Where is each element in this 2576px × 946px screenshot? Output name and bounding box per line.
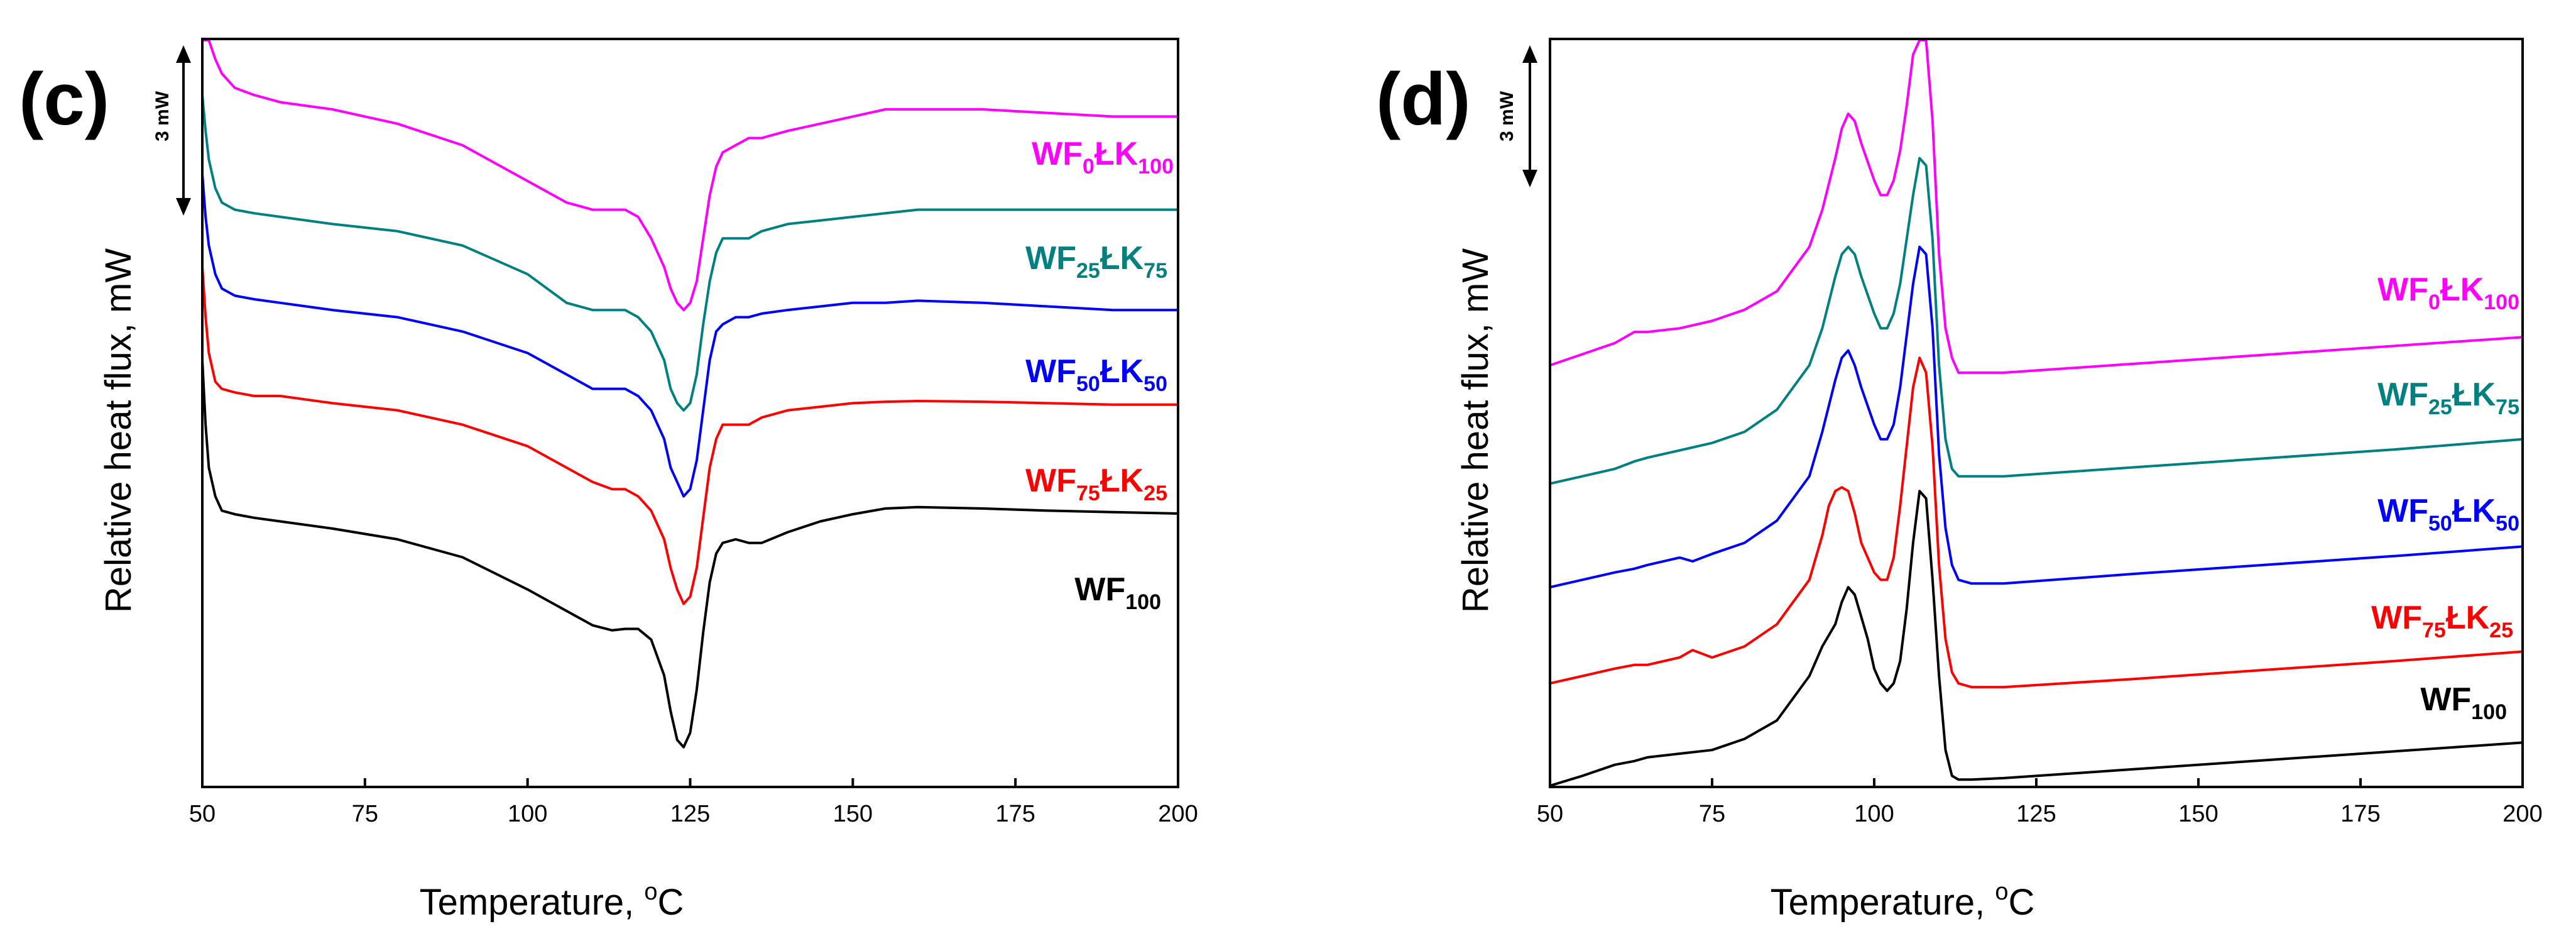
scale-bar-label: 3 mW xyxy=(152,91,173,141)
x-tick-label: 100 xyxy=(508,801,547,827)
label-wf0lk100-d: WF0ŁK100 xyxy=(2377,272,2519,314)
label-wf75lk25-c: WF75ŁK25 xyxy=(1025,463,1167,505)
series-line-wf0lk100-d xyxy=(1549,39,2523,374)
label-wf25lk75-c: WF25ŁK75 xyxy=(1025,240,1167,283)
legend-d: WF0ŁK100 WF25ŁK75 WF50ŁK50 WF75ŁK25 WF10… xyxy=(2371,272,2519,724)
x-tick-label: 200 xyxy=(1158,801,1198,827)
x-axis-label-d: Temperature, oC xyxy=(1771,879,2035,923)
series-line-wf100-d xyxy=(1549,490,2523,787)
x-tick-label: 100 xyxy=(1854,801,1894,827)
series-line-wf50lk50-c xyxy=(201,173,1178,498)
series-line-wf75lk25-c xyxy=(201,267,1178,605)
x-tick-label: 125 xyxy=(2016,801,2056,827)
series-line-wf25lk75-d xyxy=(1549,157,2523,485)
panel-c-chart: (c) 3 mW Relative heat flux, mW Temperat… xyxy=(19,38,1198,923)
x-tick-label: 75 xyxy=(352,801,378,827)
plot-frame-d xyxy=(1549,38,2524,788)
x-tick-label: 50 xyxy=(189,801,216,827)
x-tick-label: 150 xyxy=(2178,801,2218,827)
label-wf75lk25-d: WF75ŁK25 xyxy=(2371,600,2513,642)
label-wf50lk50-d: WF50ŁK50 xyxy=(2377,493,2519,536)
legend-c: WF0ŁK100 WF25ŁK75 WF50ŁK50 WF75ŁK25 WF10… xyxy=(1025,136,1174,614)
plot-frame-c xyxy=(201,38,1179,788)
series-group-c xyxy=(201,39,1179,749)
scale-bar-arrow-d xyxy=(1522,45,1537,187)
x-tick-label: 175 xyxy=(995,801,1035,827)
x-ticks-c: 50 75 100 125 150 175 200 xyxy=(189,778,1198,827)
y-axis-label-d: Relative heat flux, mW xyxy=(1455,248,1496,613)
y-axis-label: Relative heat flux, mW xyxy=(98,248,139,613)
series-group-d xyxy=(1549,39,2523,787)
label-wf50lk50-c: WF50ŁK50 xyxy=(1025,353,1167,396)
x-tick-label: 150 xyxy=(833,801,873,827)
x-tick-label: 200 xyxy=(2502,801,2542,827)
label-wf100-d: WF100 xyxy=(2420,681,2507,724)
series-line-wf100-c xyxy=(201,360,1179,749)
x-tick-label: 175 xyxy=(2340,801,2380,827)
x-tick-label: 125 xyxy=(670,801,710,827)
panel-label-c: (c) xyxy=(19,58,109,141)
series-line-wf75lk25-d xyxy=(1549,356,2523,689)
panel-d-chart: (d) 3 mW Relative heat flux, mW Temperat… xyxy=(1376,38,2543,923)
x-tick-label: 75 xyxy=(1699,801,1725,827)
label-wf0lk100-c: WF0ŁK100 xyxy=(1032,136,1174,179)
series-line-wf0lk100-c xyxy=(202,39,1178,312)
panel-label-d: (d) xyxy=(1376,58,1471,141)
x-tick-label: 50 xyxy=(1537,801,1563,827)
series-line-wf50lk50-d xyxy=(1549,245,2523,589)
x-axis-label: Temperature, oC xyxy=(420,879,684,923)
scale-bar-arrow xyxy=(176,45,191,216)
scale-bar-label-d: 3 mW xyxy=(1497,91,1517,141)
label-wf25lk75-d: WF25ŁK75 xyxy=(2377,377,2519,419)
series-line-wf25lk75-c xyxy=(201,95,1178,412)
label-wf100-c: WF100 xyxy=(1074,571,1161,614)
x-ticks-d: 50 75 100 125 150 175 200 xyxy=(1537,778,2543,827)
